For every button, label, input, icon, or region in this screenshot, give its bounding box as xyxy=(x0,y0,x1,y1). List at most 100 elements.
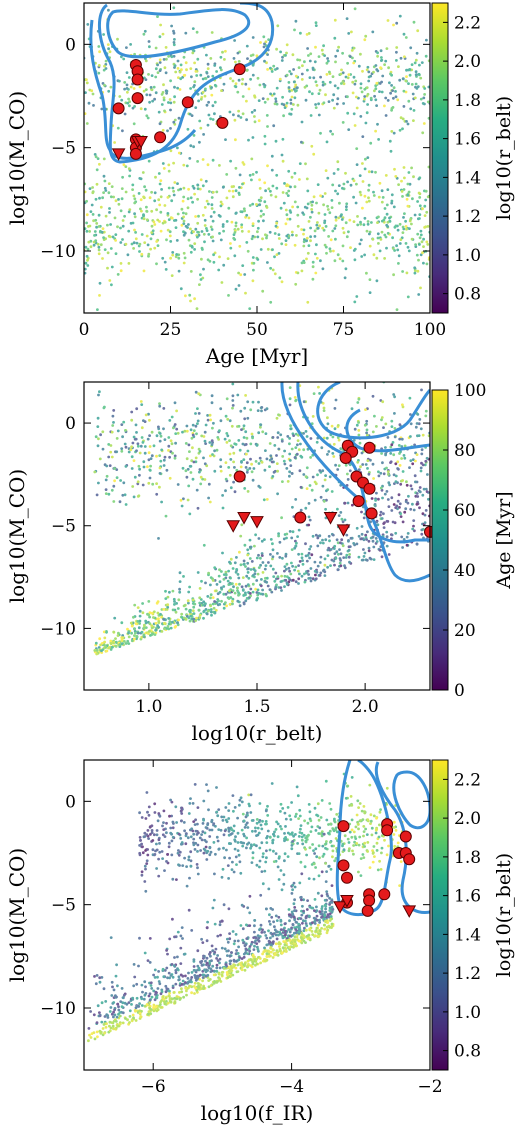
cloud-point xyxy=(366,156,370,160)
cloud-point xyxy=(312,76,316,80)
detection-point xyxy=(112,102,125,115)
cloud-point xyxy=(307,933,311,937)
cloud-point xyxy=(163,621,166,625)
cloud-point xyxy=(134,237,138,241)
cloud-point xyxy=(271,542,274,546)
cloud-point xyxy=(374,64,378,67)
cloud-point xyxy=(389,149,393,153)
cloud-point xyxy=(97,213,101,217)
cloud-point xyxy=(346,95,349,99)
cloud-point xyxy=(231,195,235,199)
cloud-point xyxy=(283,574,287,578)
cloud-point xyxy=(315,926,319,930)
detections xyxy=(112,59,246,160)
cloud-point xyxy=(408,396,412,400)
cloud-point xyxy=(287,81,291,84)
cloud-point xyxy=(251,279,255,283)
cloud-point xyxy=(280,242,284,246)
cloud-point xyxy=(163,109,166,113)
cloud-point xyxy=(418,204,422,208)
cloud-point xyxy=(176,86,180,90)
cloud-point xyxy=(180,987,183,991)
cloud-point xyxy=(270,590,274,594)
cloud-point xyxy=(290,175,294,179)
cloud-point xyxy=(326,554,330,557)
cloud-point xyxy=(401,546,404,549)
cloud-point xyxy=(298,58,302,62)
cloud-point xyxy=(359,115,363,118)
cloud-point xyxy=(359,220,362,224)
cloud-point xyxy=(258,187,262,190)
cloud-point xyxy=(293,885,297,889)
cloud-point xyxy=(206,595,210,598)
cloud-point xyxy=(292,68,295,71)
cloud-point xyxy=(133,627,136,631)
cloud-point xyxy=(201,90,205,94)
cloud-point xyxy=(258,456,262,460)
cloud-point xyxy=(110,265,114,269)
cloud-point xyxy=(409,459,413,462)
cloud-point xyxy=(324,93,327,97)
cloud-point xyxy=(116,429,120,433)
cloud-point xyxy=(297,582,300,585)
cloud-point xyxy=(114,450,117,454)
cloud-point xyxy=(260,409,263,413)
cloud-point xyxy=(211,596,215,599)
cloud-point xyxy=(365,229,369,233)
cloud-point xyxy=(178,587,182,591)
cloud-point xyxy=(178,580,182,583)
cloud-point xyxy=(302,473,306,476)
cloud-point xyxy=(318,574,322,577)
cloud-point xyxy=(359,52,362,56)
cloud-point xyxy=(191,598,195,602)
cloud-point xyxy=(277,252,281,255)
cloud-point xyxy=(300,872,304,876)
cloud-point xyxy=(275,919,279,922)
cloud-point xyxy=(380,555,384,559)
cloud-point xyxy=(97,245,101,249)
cloud-point xyxy=(180,616,184,619)
cloud-point xyxy=(246,468,250,472)
cloud-point xyxy=(265,236,268,240)
cloud-point xyxy=(108,235,112,239)
cloud-point xyxy=(133,215,137,219)
cloud-point xyxy=(305,487,309,490)
cloud-point xyxy=(296,569,300,573)
cloud-point xyxy=(113,216,117,220)
cloud-point xyxy=(212,898,216,902)
cloud-point xyxy=(177,598,181,602)
cloud-point xyxy=(196,571,200,574)
cloud-point xyxy=(419,253,423,257)
cloud-point xyxy=(386,220,390,224)
cloud-point xyxy=(228,954,232,958)
cloud-point xyxy=(162,618,166,621)
cloud-point xyxy=(313,229,317,233)
cloud-point xyxy=(202,543,206,547)
cloud-point xyxy=(250,560,254,563)
cloud-point xyxy=(218,429,221,433)
cloud-point xyxy=(417,72,421,76)
cloud-point xyxy=(182,616,186,620)
cloud-point xyxy=(335,102,339,106)
cloud-point xyxy=(347,128,351,132)
cloud-point xyxy=(355,526,359,530)
cloud-point xyxy=(125,83,129,87)
cloud-point xyxy=(107,47,110,51)
cloud-point xyxy=(228,452,232,456)
cloud-point xyxy=(320,48,324,52)
cloud-point xyxy=(399,860,403,863)
cloud-point xyxy=(107,191,111,195)
cloud-point xyxy=(355,95,358,99)
cloud-point xyxy=(308,484,312,487)
detection-point xyxy=(131,73,144,86)
cloud-point xyxy=(345,202,349,206)
cloud-point xyxy=(233,254,237,258)
cloud-point xyxy=(100,230,104,234)
cloud-point xyxy=(419,233,423,237)
cloud-point xyxy=(264,860,268,864)
cloud-point xyxy=(423,521,427,524)
cloud-point xyxy=(321,538,324,542)
cloud-point xyxy=(269,189,272,193)
cloud-point xyxy=(213,610,217,614)
cloud-point xyxy=(159,210,163,214)
